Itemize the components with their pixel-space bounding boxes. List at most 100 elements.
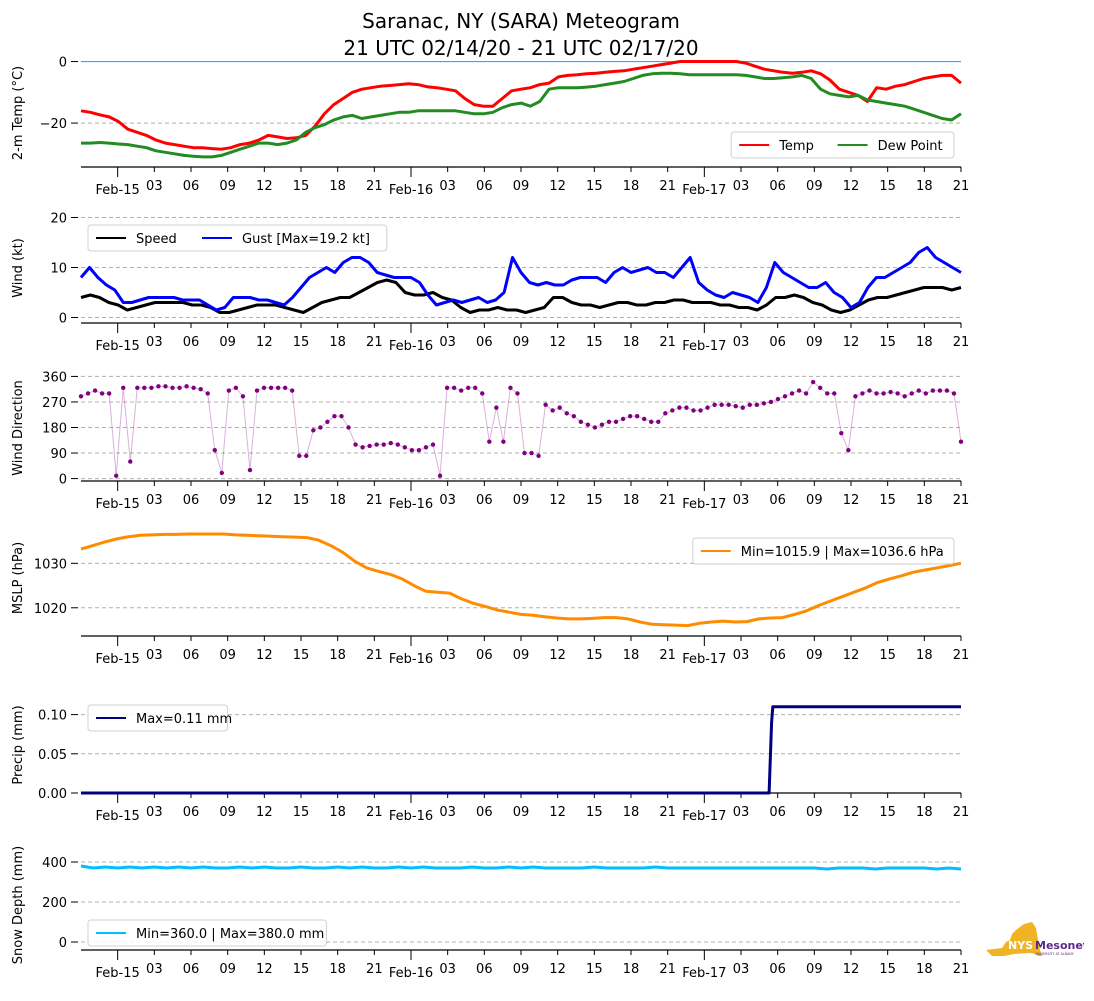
x-tick-label-hour: 12 — [843, 962, 860, 977]
data-point — [599, 422, 605, 427]
x-tick-label-hour: 15 — [586, 648, 603, 663]
legend-box — [87, 224, 388, 252]
x-tick-label-hour: 18 — [916, 962, 933, 977]
x-tick-label-hour: 03 — [146, 493, 163, 508]
data-point — [487, 439, 492, 444]
y-axis-label: Precip (mm) — [11, 705, 26, 784]
data-point — [944, 388, 950, 393]
series-line-speed — [80, 278, 962, 314]
x-tick-label-hour: 03 — [439, 648, 456, 663]
x-tick-label-hour: 18 — [329, 493, 346, 508]
data-point — [578, 419, 584, 425]
x-tick-label-hour: 15 — [293, 335, 310, 350]
y-axis-label: MSLP (hPa) — [11, 542, 26, 614]
data-point — [677, 405, 682, 410]
x-tick-label-hour: 15 — [293, 962, 310, 977]
x-tick-label-hour: 15 — [879, 179, 896, 194]
data-point — [142, 385, 147, 390]
x-tick-label-hour: 03 — [439, 493, 456, 508]
data-point — [240, 394, 246, 399]
data-point — [557, 405, 562, 410]
data-point — [219, 470, 224, 476]
x-tick-label-hour: 09 — [513, 179, 530, 194]
data-point — [191, 385, 196, 390]
data-point — [620, 416, 626, 422]
data-point — [853, 394, 858, 399]
x-tick-label-hour: 03 — [146, 335, 163, 350]
data-point — [473, 385, 478, 390]
x-tick-label-date: Feb-17 — [682, 966, 726, 981]
logo-mesonet-text: Mesonet — [1035, 939, 1084, 952]
x-tick-label-hour: 15 — [879, 962, 896, 977]
x-tick-label-hour: 09 — [513, 962, 530, 977]
data-point — [937, 388, 943, 393]
data-point — [768, 399, 774, 405]
x-tick-label-hour: 21 — [366, 805, 383, 820]
data-point — [247, 467, 253, 473]
data-point — [726, 402, 731, 407]
data-point — [444, 385, 450, 390]
data-point — [233, 385, 239, 390]
data-point — [627, 413, 633, 419]
x-tick-label-hour: 12 — [549, 179, 566, 194]
legend: Max=0.11 mm — [87, 704, 232, 732]
x-tick-label-hour: 15 — [879, 335, 896, 350]
data-point — [536, 453, 541, 459]
x-tick-label-hour: 03 — [439, 335, 456, 350]
x-tick-label-hour: 03 — [146, 805, 163, 820]
legend-label: Temp — [778, 139, 814, 154]
x-tick-label-hour: 15 — [879, 493, 896, 508]
x-tick-label-hour: 18 — [623, 648, 640, 663]
data-point — [705, 405, 710, 410]
data-point — [860, 391, 865, 396]
data-point — [409, 448, 415, 453]
x-tick-label-hour: 06 — [476, 335, 493, 350]
x-tick-label-hour: 12 — [549, 493, 566, 508]
x-tick-label-date: Feb-15 — [96, 497, 140, 512]
x-tick-label-hour: 09 — [806, 962, 823, 977]
data-point — [874, 391, 879, 396]
y-tick-label: −20 — [40, 117, 67, 132]
data-point — [656, 419, 661, 425]
data-point — [564, 411, 569, 416]
data-point — [339, 413, 344, 419]
x-tick-label-hour: 12 — [843, 493, 860, 508]
data-point — [282, 385, 288, 390]
x-tick-label-hour: 12 — [843, 805, 860, 820]
data-point — [99, 391, 105, 396]
x-tick-label-hour: 06 — [183, 962, 200, 977]
x-tick-label-hour: 09 — [513, 648, 530, 663]
data-point — [92, 388, 98, 393]
x-tick-label-hour: 06 — [476, 179, 493, 194]
x-tick-label-date: Feb-15 — [96, 183, 140, 198]
y-tick-label: 400 — [42, 856, 67, 871]
data-point — [423, 445, 429, 450]
x-tick-label-hour: 09 — [219, 962, 236, 977]
x-tick-label-hour: 15 — [879, 648, 896, 663]
x-tick-label-hour: 03 — [146, 962, 163, 977]
y-tick-label: 180 — [42, 422, 67, 437]
data-point — [951, 391, 957, 396]
data-point — [888, 389, 893, 395]
data-point — [775, 396, 781, 402]
data-point — [466, 385, 471, 390]
y-tick-label: 0.10 — [38, 709, 67, 724]
data-point — [754, 402, 760, 407]
data-point — [254, 388, 260, 393]
data-point — [458, 388, 464, 393]
x-tick-label-hour: 12 — [843, 179, 860, 194]
data-point — [613, 419, 619, 425]
y-axis-label: Snow Depth (mm) — [11, 846, 26, 964]
data-point — [529, 450, 534, 456]
data-point — [789, 391, 795, 396]
x-tick-label-hour: 18 — [623, 179, 640, 194]
x-tick-label-hour: 21 — [953, 179, 970, 194]
data-point — [670, 408, 675, 413]
data-point — [782, 394, 788, 399]
data-point — [121, 385, 126, 390]
data-point — [416, 448, 422, 453]
data-point — [740, 405, 745, 410]
series-line-mslp — [80, 532, 962, 628]
